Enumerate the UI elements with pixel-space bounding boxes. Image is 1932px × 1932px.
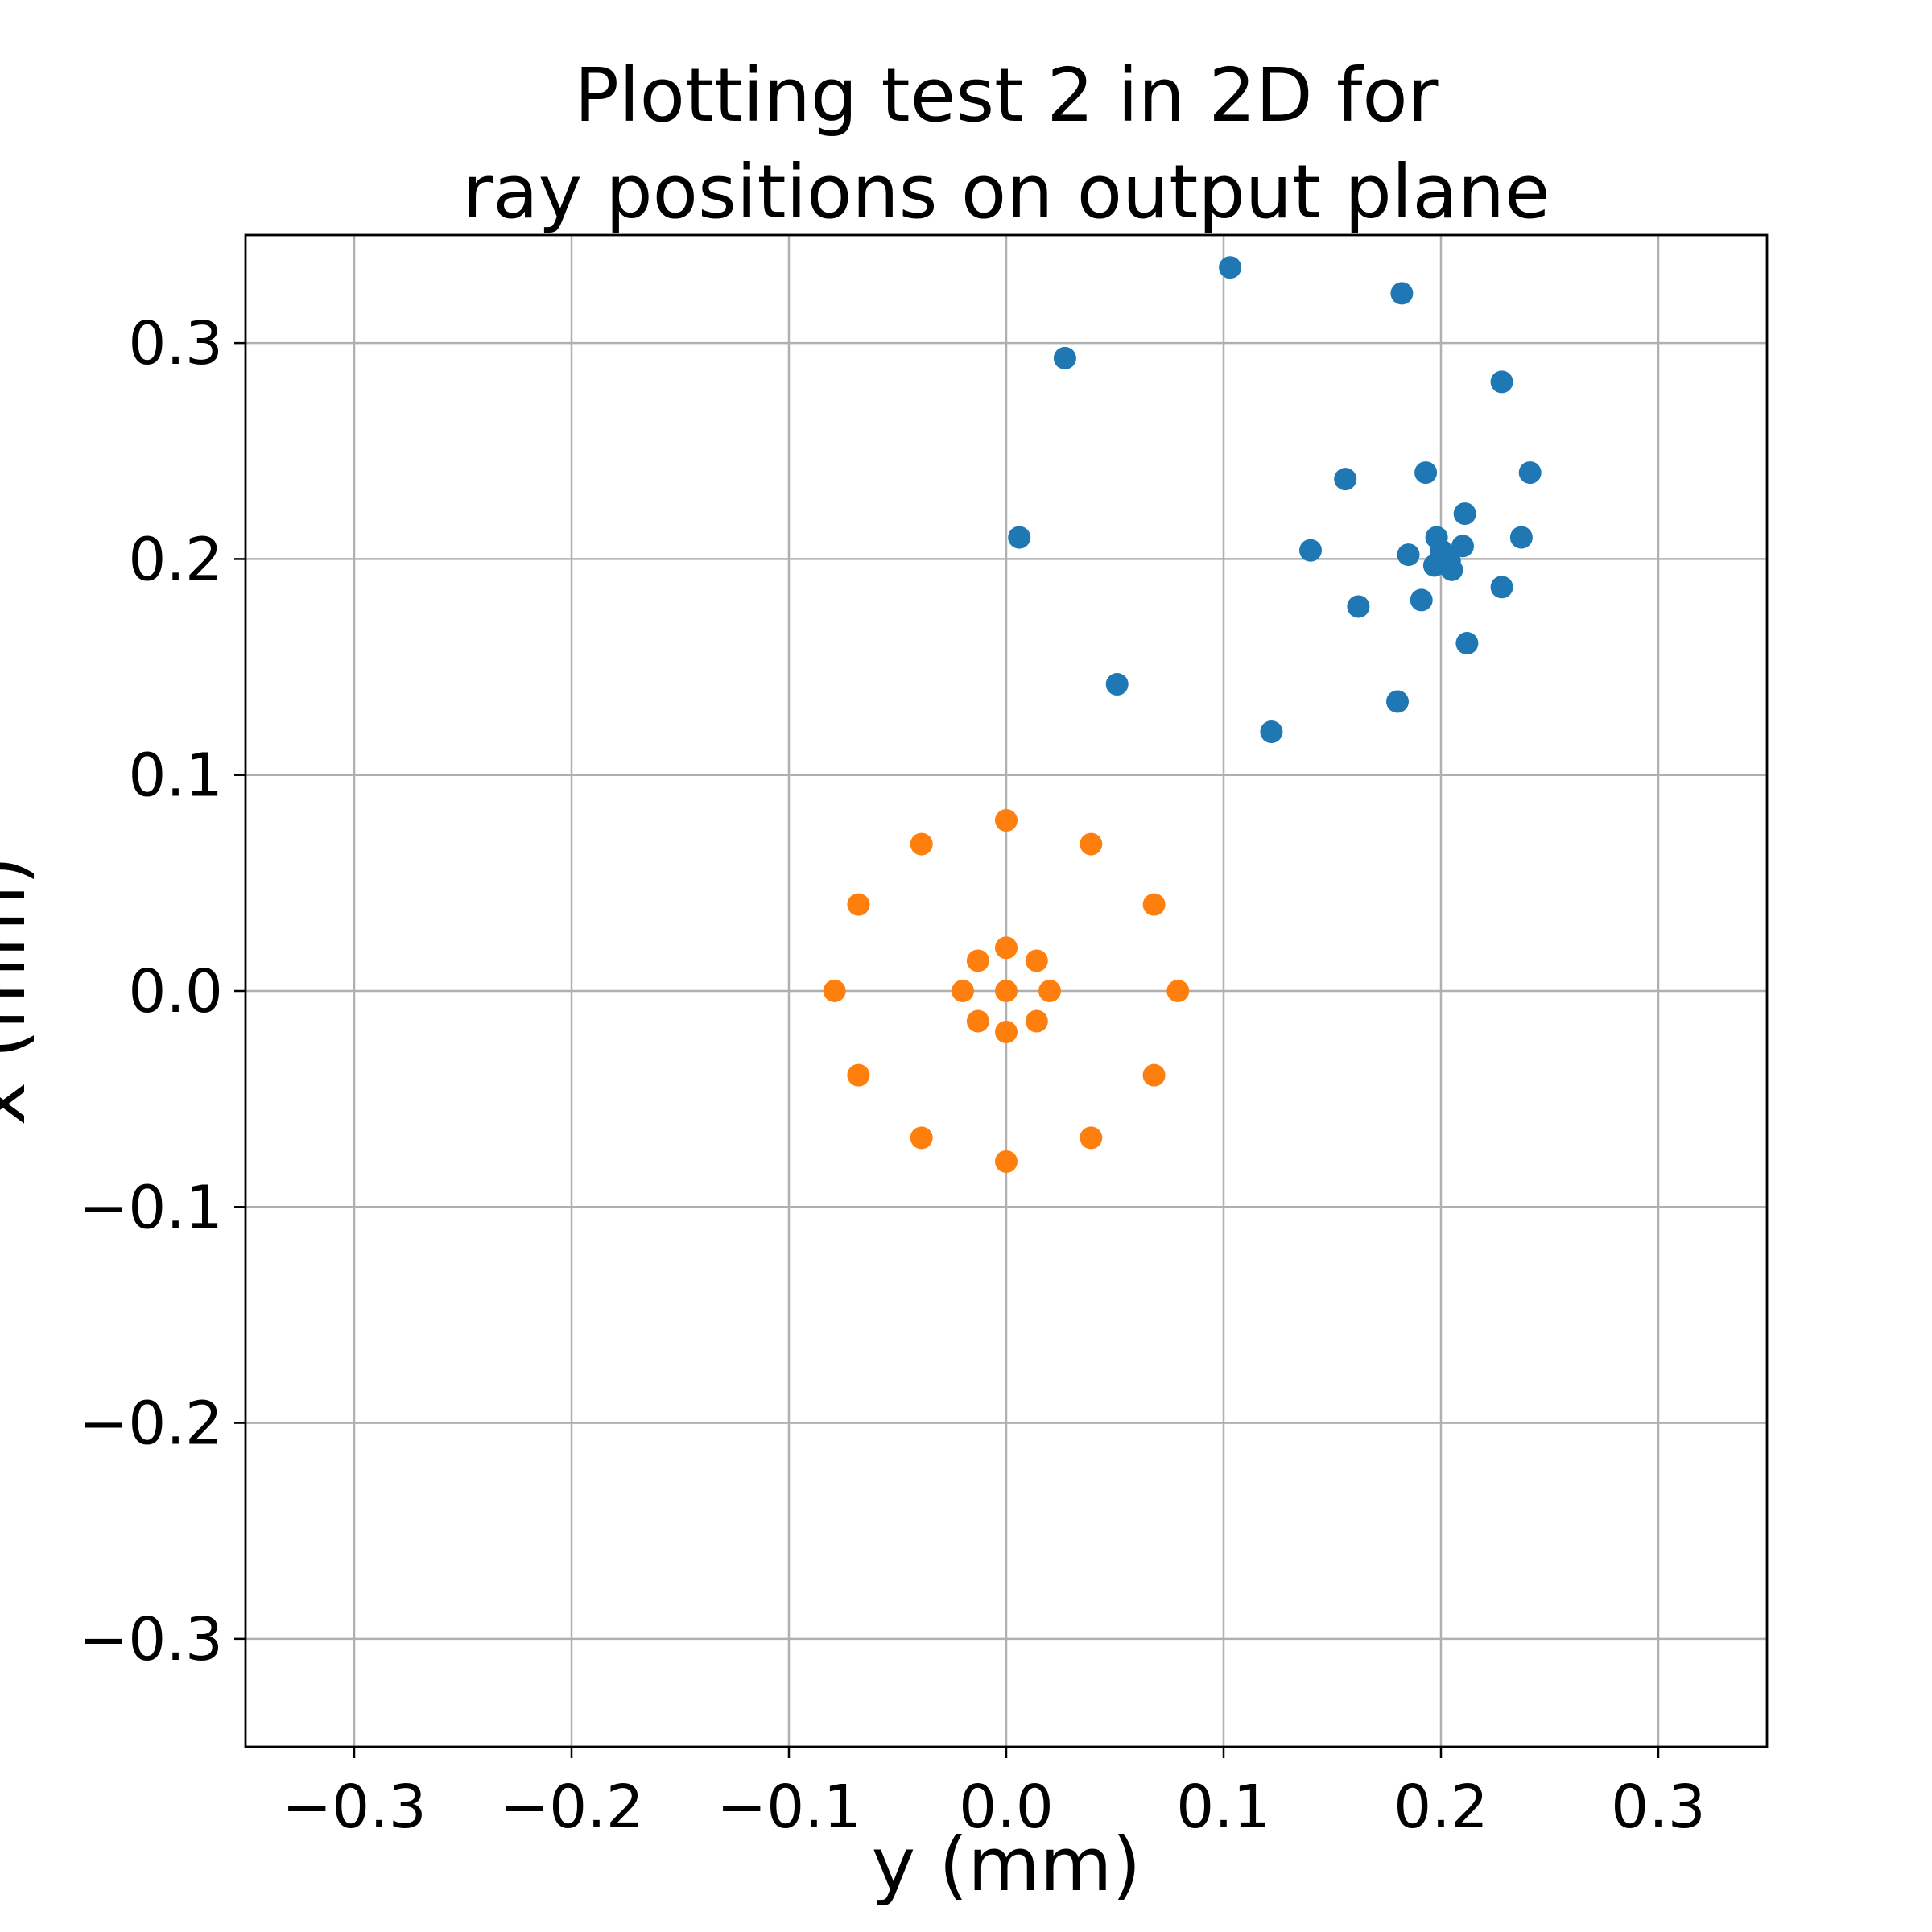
data-point <box>1453 502 1476 526</box>
data-point <box>1347 595 1370 618</box>
data-point <box>952 980 974 1002</box>
data-point <box>1518 461 1542 485</box>
x-tick-label: −0.3 <box>282 1773 427 1842</box>
data-point <box>847 1063 870 1087</box>
data-point <box>1025 949 1048 972</box>
tick-marks <box>234 341 1660 1758</box>
data-point <box>1422 554 1446 577</box>
tick-labels: −0.3 −0.2 −0.1 0.0 0.1 0.2 0.3 −0.3 −0.2 −0.1 0.0 0… <box>78 309 1706 1842</box>
y-tick-label: −0.1 <box>78 1173 223 1242</box>
y-tick-label: −0.2 <box>78 1389 223 1459</box>
data-point <box>1166 980 1190 1002</box>
data-point <box>1414 461 1438 485</box>
data-point <box>823 980 846 1002</box>
data-point <box>1142 893 1166 916</box>
data-point <box>966 949 989 972</box>
data-point <box>1490 576 1513 599</box>
data-point <box>1053 346 1076 369</box>
data-points <box>823 256 1542 1173</box>
y-tick-label: 0.0 <box>128 957 223 1026</box>
x-tick-label: 0.3 <box>1611 1773 1706 1842</box>
data-point <box>1455 632 1479 655</box>
data-point <box>1080 1126 1103 1150</box>
y-tick-label: 0.1 <box>128 741 223 811</box>
data-point <box>995 980 1018 1002</box>
data-point <box>1219 256 1242 279</box>
data-point <box>1038 980 1061 1002</box>
y-axis-label: x (mm) <box>0 857 42 1126</box>
data-point <box>910 832 933 856</box>
x-tick-label: −0.2 <box>499 1773 644 1842</box>
data-point <box>1080 832 1103 856</box>
x-axis-label: y (mm) <box>872 1822 1141 1908</box>
data-point <box>1025 1009 1048 1033</box>
data-point <box>1260 720 1283 744</box>
data-point <box>1440 558 1463 581</box>
y-tick-label: −0.3 <box>78 1605 223 1674</box>
data-point <box>1105 673 1129 696</box>
data-point <box>995 1020 1018 1043</box>
chart-title: Plotting test 2 in 2D for ray positions o… <box>462 52 1550 235</box>
data-point <box>1386 690 1409 713</box>
data-point <box>1397 543 1420 567</box>
data-point <box>1334 468 1357 491</box>
y-tick-label: 0.2 <box>128 525 223 594</box>
data-point <box>1509 526 1533 549</box>
x-tick-label: 0.2 <box>1393 1773 1488 1842</box>
data-point <box>966 1009 989 1033</box>
x-tick-label: −0.1 <box>716 1773 861 1842</box>
data-point <box>847 893 870 916</box>
y-tick-label: 0.3 <box>128 309 223 378</box>
data-point <box>1410 588 1433 612</box>
x-tick-label: 0.1 <box>1176 1773 1271 1842</box>
data-point <box>1390 282 1414 305</box>
data-point <box>995 1150 1018 1173</box>
data-point <box>1008 526 1031 549</box>
data-point <box>1299 539 1322 562</box>
data-point <box>995 809 1018 832</box>
x-tick-label: 0.0 <box>959 1773 1054 1842</box>
plot-frame <box>244 233 1769 1748</box>
data-point <box>995 936 1018 960</box>
grid-lines <box>246 235 1767 1747</box>
data-point <box>1490 370 1513 394</box>
data-point <box>910 1126 933 1150</box>
data-point <box>1142 1063 1166 1087</box>
data-point <box>1451 535 1474 558</box>
